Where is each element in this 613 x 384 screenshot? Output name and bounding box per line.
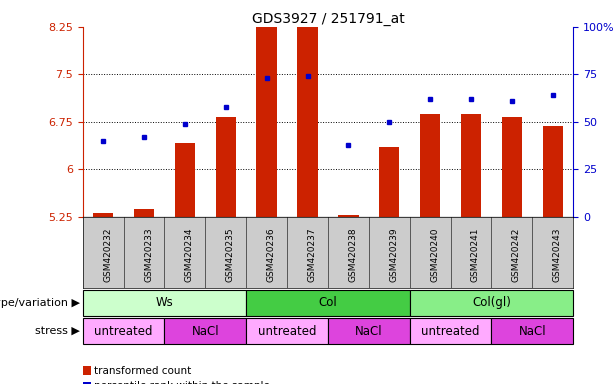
- Text: percentile rank within the sample: percentile rank within the sample: [94, 381, 270, 384]
- Bar: [246, 318, 328, 344]
- Bar: [256, 5, 277, 217]
- Text: GSM420233: GSM420233: [144, 228, 153, 282]
- Text: GSM420235: GSM420235: [226, 228, 235, 282]
- Text: genotype/variation ▶: genotype/variation ▶: [0, 298, 80, 308]
- Text: NaCl: NaCl: [355, 324, 383, 338]
- Text: GSM420237: GSM420237: [308, 228, 316, 282]
- Text: Col: Col: [319, 296, 337, 310]
- Text: GSM420240: GSM420240: [430, 228, 439, 282]
- Text: GSM420232: GSM420232: [103, 228, 112, 282]
- Text: GSM420241: GSM420241: [471, 228, 480, 282]
- Text: untreated: untreated: [258, 324, 316, 338]
- Bar: [420, 114, 440, 217]
- Text: GSM420243: GSM420243: [553, 228, 562, 282]
- Bar: [409, 290, 573, 316]
- Text: transformed count: transformed count: [94, 366, 191, 376]
- Text: NaCl: NaCl: [519, 324, 546, 338]
- Text: Ws: Ws: [156, 296, 173, 310]
- Text: GSM420239: GSM420239: [389, 228, 398, 282]
- Bar: [83, 290, 246, 316]
- Text: NaCl: NaCl: [191, 324, 219, 338]
- Bar: [134, 209, 154, 217]
- Bar: [297, 8, 318, 217]
- Bar: [246, 290, 409, 316]
- Text: GSM420242: GSM420242: [512, 228, 521, 282]
- Bar: [409, 318, 492, 344]
- Bar: [338, 215, 359, 217]
- Text: untreated: untreated: [421, 324, 480, 338]
- Bar: [543, 126, 563, 217]
- Bar: [216, 118, 236, 217]
- Text: stress ▶: stress ▶: [35, 326, 80, 336]
- Bar: [164, 318, 246, 344]
- Text: GSM420238: GSM420238: [348, 228, 357, 282]
- Text: GSM420234: GSM420234: [185, 228, 194, 282]
- Text: Col(gl): Col(gl): [472, 296, 511, 310]
- Bar: [328, 318, 409, 344]
- Text: GSM420236: GSM420236: [267, 228, 276, 282]
- Bar: [83, 318, 164, 344]
- Bar: [93, 212, 113, 217]
- Bar: [379, 147, 400, 217]
- Bar: [175, 143, 195, 217]
- Title: GDS3927 / 251791_at: GDS3927 / 251791_at: [251, 12, 405, 26]
- Text: untreated: untreated: [94, 324, 153, 338]
- Bar: [461, 114, 481, 217]
- Bar: [501, 118, 522, 217]
- Bar: [492, 318, 573, 344]
